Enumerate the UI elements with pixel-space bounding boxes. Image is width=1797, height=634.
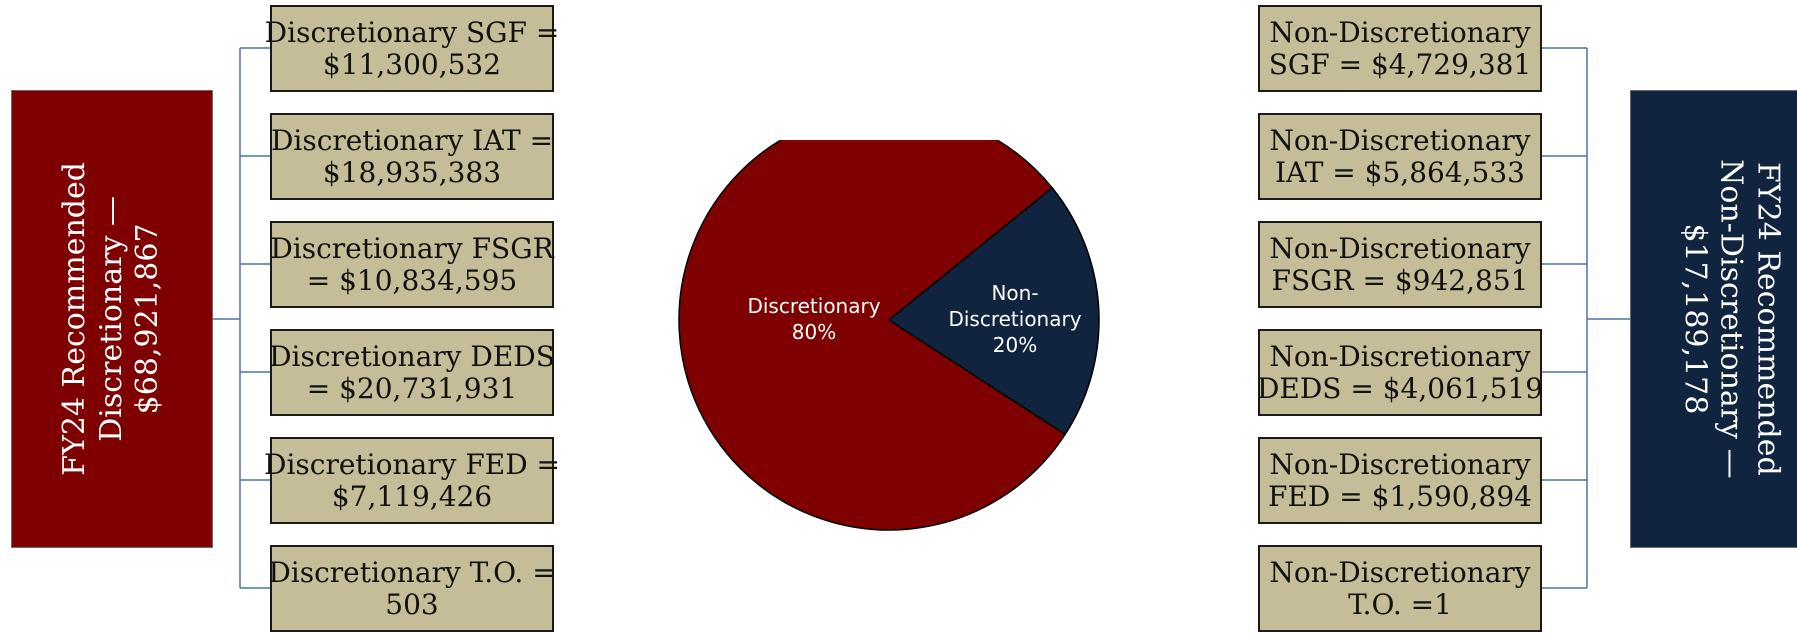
non-discretionary-deds-box: Non-Discretionary DEDS = $4,061,519 xyxy=(1256,329,1544,416)
non-discretionary-sgf-box: Non-Discretionary SGF = $4,729,381 xyxy=(1258,5,1542,92)
item-line: Non-Discretionary xyxy=(1269,124,1531,158)
non-discretionary-title-line: FY24 Recommended xyxy=(1750,162,1786,476)
item-line: Non-Discretionary xyxy=(1269,232,1531,266)
non-discretionary-fsgr-box: Non-Discretionary FSGR = $942,851 xyxy=(1258,221,1542,308)
non-discretionary-title-line: Non-Discretionary — xyxy=(1714,159,1750,479)
discretionary-title-line: FY24 Recommended xyxy=(57,162,93,476)
item-line: Non-Discretionary xyxy=(1269,448,1531,482)
non-discretionary-total-box: FY24 Recommended Non-Discretionary — $17… xyxy=(1630,90,1797,548)
discretionary-fed-box: Discretionary FED = $7,119,426 xyxy=(264,437,560,524)
discretionary-total-box: FY24 Recommended Discretionary — $68,921… xyxy=(11,90,213,548)
discretionary-title-line: $68,921,867 xyxy=(130,223,166,415)
non-discretionary-iat-box: Non-Discretionary IAT = $5,864,533 xyxy=(1258,113,1542,200)
discretionary-iat-box: Discretionary IAT = $18,935,383 xyxy=(270,113,554,200)
item-line: Discretionary DEDS xyxy=(269,340,555,374)
item-line: Discretionary T.O. = xyxy=(268,556,556,590)
item-line: $11,300,532 xyxy=(322,47,502,81)
item-line: T.O. =1 xyxy=(1348,587,1452,621)
item-line: Discretionary SGF = xyxy=(264,16,560,50)
item-line: $7,119,426 xyxy=(331,479,493,513)
item-line: = $20,731,931 xyxy=(306,371,518,405)
pie-label-line: Discretionary xyxy=(747,294,880,318)
pie-label-line: Non- xyxy=(991,281,1038,305)
discretionary-fsgr-box: Discretionary FSGR = $10,834,595 xyxy=(270,221,554,308)
item-line: = $10,834,595 xyxy=(306,263,518,297)
item-line: DEDS = $4,061,519 xyxy=(1256,371,1544,405)
pie-label-non-discretionary: Non-Discretionary 20% xyxy=(948,281,1081,357)
item-line: Non-Discretionary xyxy=(1269,16,1531,50)
item-line: $18,935,383 xyxy=(322,155,502,189)
discretionary-deds-box: Discretionary DEDS = $20,731,931 xyxy=(269,329,555,416)
non-discretionary-title-line: $17,189,178 xyxy=(1677,223,1713,415)
item-line: Discretionary FED = xyxy=(264,448,560,482)
pie-slice-non-discretionary xyxy=(887,186,1100,436)
item-line: Non-Discretionary xyxy=(1269,340,1531,374)
item-line: FSGR = $942,851 xyxy=(1271,263,1529,297)
pie-label-line: 80% xyxy=(792,320,836,344)
item-line: Discretionary FSGR xyxy=(270,232,554,266)
item-line: Non-Discretionary xyxy=(1269,556,1531,590)
non-discretionary-to-box: Non-Discretionary T.O. =1 xyxy=(1258,545,1542,632)
pie-chart: Discretionary 80% Non-Discretionary 20% xyxy=(660,109,1120,540)
item-line: Discretionary IAT = xyxy=(270,124,554,158)
pie-svg: Discretionary 80%Non-Discretionary 20% xyxy=(678,109,1100,531)
non-discretionary-fed-box: Non-Discretionary FED = $1,590,894 xyxy=(1258,437,1542,524)
item-line: SGF = $4,729,381 xyxy=(1268,47,1532,81)
non-discretionary-total-text: FY24 Recommended Non-Discretionary — $17… xyxy=(1676,159,1786,478)
pie-label-line: 20% xyxy=(993,333,1037,357)
item-line: IAT = $5,864,533 xyxy=(1274,155,1525,189)
pie-label-discretionary: Discretionary 80% xyxy=(747,294,880,344)
item-line: 503 xyxy=(385,587,439,621)
discretionary-title-line: Discretionary — xyxy=(93,196,129,442)
pie-label-line: Discretionary xyxy=(948,307,1081,331)
discretionary-to-box: Discretionary T.O. = 503 xyxy=(268,545,556,632)
discretionary-sgf-box: Discretionary SGF = $11,300,532 xyxy=(265,5,559,92)
discretionary-total-text: FY24 Recommended Discretionary — $68,921… xyxy=(57,162,167,476)
item-line: FED = $1,590,894 xyxy=(1268,479,1532,513)
